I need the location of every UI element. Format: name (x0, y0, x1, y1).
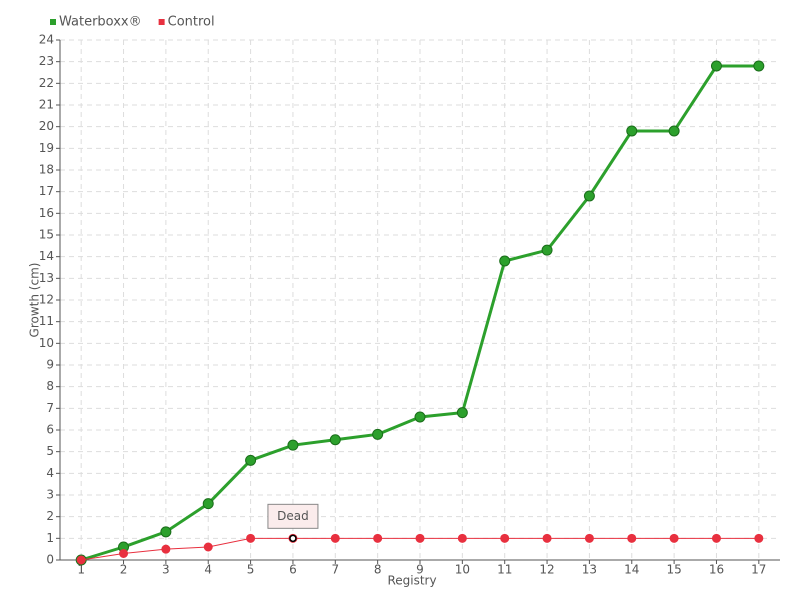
x-tick-label: 16 (709, 563, 724, 577)
data-point (457, 533, 467, 543)
y-axis-label: Growth (cm) (28, 263, 42, 338)
x-tick-label: 13 (582, 563, 597, 577)
data-point (373, 533, 383, 543)
x-tick-label: 12 (539, 563, 554, 577)
y-tick-label: 20 (39, 119, 54, 133)
y-tick-label: 16 (39, 206, 54, 220)
x-tick-label: 17 (751, 563, 766, 577)
y-tick-label: 10 (39, 336, 54, 350)
x-tick-label: 10 (455, 563, 470, 577)
y-tick-label: 23 (39, 54, 54, 68)
x-axis-label: Registry (387, 574, 436, 588)
y-tick-label: 5 (46, 444, 54, 458)
y-tick-label: 6 (46, 423, 54, 437)
legend-label: Control (168, 15, 215, 30)
y-tick-label: 14 (39, 249, 54, 263)
annotated-point (289, 534, 297, 543)
y-tick-label: 18 (39, 163, 54, 177)
data-point (245, 454, 257, 466)
y-tick-label: 11 (39, 314, 54, 328)
data-point (246, 533, 256, 543)
legend-swatch (50, 19, 56, 25)
data-point (499, 255, 511, 267)
data-point (668, 125, 680, 137)
data-point (287, 439, 299, 451)
x-tick-label: 2 (120, 563, 128, 577)
data-point (583, 190, 595, 202)
data-point (119, 549, 129, 558)
y-tick-label: 7 (46, 401, 54, 415)
data-point (76, 555, 86, 565)
y-tick-label: 4 (46, 466, 54, 480)
x-tick-label: 8 (374, 563, 382, 577)
data-point (627, 533, 637, 543)
x-tick-label: 6 (289, 563, 297, 577)
y-tick-label: 9 (46, 358, 54, 372)
data-point (669, 533, 679, 543)
data-point (330, 533, 340, 543)
y-tick-label: 2 (46, 509, 54, 523)
data-point (329, 434, 341, 446)
y-tick-label: 1 (46, 531, 54, 545)
y-tick-label: 19 (39, 141, 54, 155)
data-point (500, 533, 510, 543)
data-point (754, 533, 764, 543)
data-point (161, 544, 171, 554)
data-point (372, 428, 384, 440)
data-point (626, 125, 638, 137)
data-point (414, 411, 426, 423)
y-tick-label: 24 (39, 33, 54, 47)
x-tick-label: 11 (497, 563, 512, 577)
y-tick-label: 13 (39, 271, 54, 285)
data-point (584, 533, 594, 543)
data-point (415, 533, 425, 543)
data-point (160, 526, 172, 538)
data-point (542, 533, 552, 543)
y-tick-label: 17 (39, 184, 54, 198)
y-tick-label: 22 (39, 76, 54, 90)
x-tick-label: 5 (247, 563, 255, 577)
data-point (711, 533, 721, 543)
x-tick-label: 14 (624, 563, 639, 577)
data-point (456, 407, 468, 419)
x-tick-label: 1 (77, 563, 85, 577)
annotation: Dead (277, 509, 309, 523)
data-point (203, 542, 213, 552)
x-tick-label: 9 (416, 563, 424, 577)
y-tick-label: 0 (46, 553, 54, 567)
y-tick-label: 3 (46, 488, 54, 502)
annotation-box (267, 503, 319, 529)
data-point (541, 244, 553, 256)
x-tick-label: 15 (666, 563, 681, 577)
y-tick-label: 21 (39, 98, 54, 112)
x-tick-label: 4 (204, 563, 212, 577)
legend-label: Waterboxx® (59, 15, 142, 30)
data-point (202, 498, 214, 510)
x-tick-label: 7 (331, 563, 339, 577)
y-tick-label: 8 (46, 379, 54, 393)
y-tick-label: 12 (39, 293, 54, 307)
y-tick-label: 15 (39, 228, 54, 242)
data-point (710, 60, 722, 72)
x-tick-label: 3 (162, 563, 170, 577)
legend-swatch (158, 19, 165, 25)
data-point (753, 60, 765, 72)
